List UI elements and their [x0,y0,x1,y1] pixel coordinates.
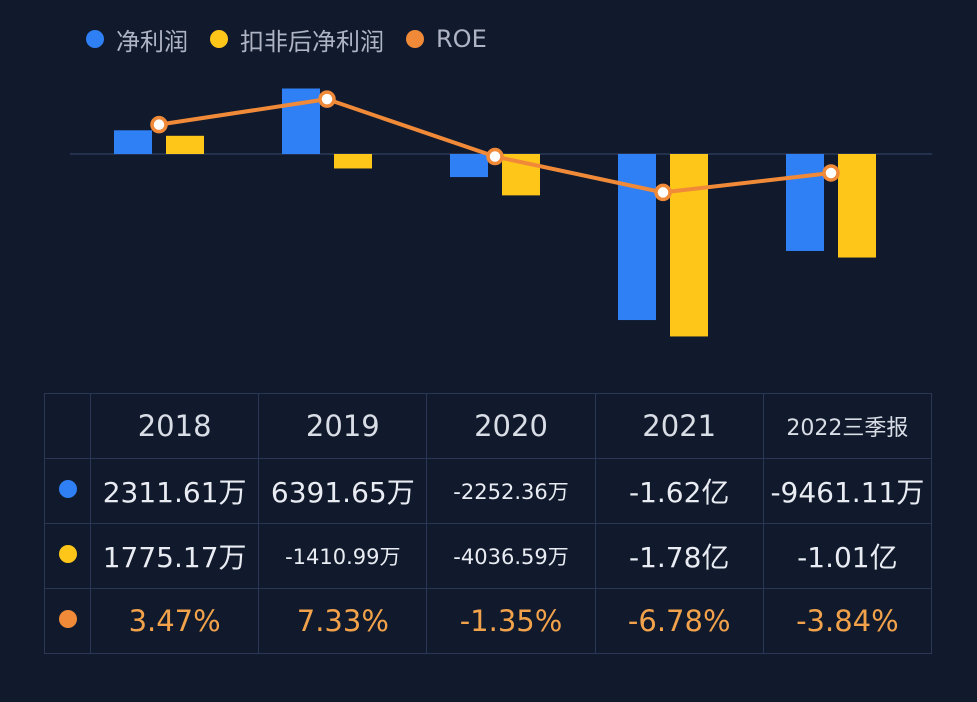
data-table: 2018 2019 2020 2021 2022三季报 2311.61万 639… [43,393,933,654]
table-header-2020: 2020 [426,393,596,459]
table-header-2022q3: 2022三季报 [762,393,933,459]
bar-deducted-profit-0[interactable] [166,135,204,154]
legend-dot-icon [86,30,104,48]
bar-net-profit-1[interactable] [282,88,320,154]
table-cell: -4036.59万 [426,523,596,589]
legend-label-deducted-profit: 扣非后净利润 [240,27,384,56]
table-row-roe: 3.47% 7.33% -1.35% -6.78% -3.84% [43,588,933,654]
table-cell: 3.47% [90,588,260,654]
table-header-2021: 2021 [594,393,764,459]
table-corner-cell [43,393,92,459]
bar-deducted-profit-3[interactable] [670,154,708,337]
bar-net-profit-3[interactable] [618,154,656,321]
bar-net-profit-2[interactable] [450,154,488,178]
roe-line [158,97,832,195]
table-header-2018: 2018 [90,393,260,459]
bar-net-profit-0[interactable] [114,130,152,154]
roe-point-1[interactable] [318,90,336,108]
legend-item-net-profit[interactable]: 净利润 [86,22,188,57]
table-cell: 2311.61万 [90,458,260,524]
legend-label-net-profit: 净利润 [116,27,188,56]
row-dot-icon [58,480,77,498]
table-cell: 6391.65万 [258,458,428,524]
legend-label-roe: ROE [436,25,487,53]
row-marker-cell [43,458,92,524]
legend: 净利润 扣非后净利润 ROE [86,22,487,56]
table-cell: -1.35% [426,588,596,654]
row-marker-cell [43,588,92,654]
table-cell: -1.78亿 [594,523,764,589]
roe-point-3[interactable] [654,183,672,202]
table-row-net-profit: 2311.61万 6391.65万 -2252.36万 -1.62亿 -9461… [43,458,933,524]
table-cell: -6.78% [594,588,764,654]
legend-item-roe[interactable]: ROE [406,25,487,53]
roe-point-4[interactable] [822,164,840,182]
table-header-2019: 2019 [258,393,428,459]
table-cell: 7.33% [258,588,428,654]
table-cell: -3.84% [762,588,933,654]
table-cell: 1775.17万 [90,523,260,589]
table-header-row: 2018 2019 2020 2021 2022三季报 [43,393,933,459]
table-cell: -1.62亿 [594,458,764,524]
roe-point-0[interactable] [150,115,168,134]
bar-net-profit-4[interactable] [786,154,824,251]
table-cell: -1410.99万 [258,523,428,589]
chart-plot-area [70,88,932,337]
roe-point-2[interactable] [486,147,504,166]
table-cell: -1.01亿 [762,523,933,589]
legend-dot-icon [210,30,228,48]
bar-deducted-profit-1[interactable] [334,154,372,169]
row-dot-icon [58,610,77,628]
legend-item-deducted-profit[interactable]: 扣非后净利润 [210,22,384,57]
row-marker-cell [43,523,92,589]
table-row-deducted-profit: 1775.17万 -1410.99万 -4036.59万 -1.78亿 -1.0… [43,523,933,589]
bar-deducted-profit-4[interactable] [838,154,876,258]
table-cell: -9461.11万 [762,458,933,524]
table-cell: -2252.36万 [426,458,596,524]
row-dot-icon [58,545,77,563]
legend-dot-icon [406,30,424,48]
